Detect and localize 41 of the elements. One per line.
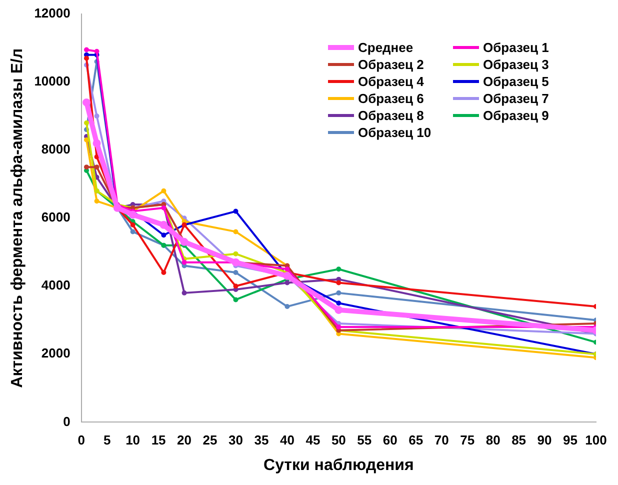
x-tick-label: 0 <box>78 432 85 448</box>
legend-label: Образец 5 <box>483 74 549 89</box>
y-tick-label: 10000 <box>34 74 70 89</box>
x-tick-label: 90 <box>537 432 552 448</box>
x-axis-title: Сутки наблюдения <box>264 456 414 474</box>
x-tick-label: 45 <box>306 432 320 448</box>
x-tick-label: 20 <box>177 432 192 448</box>
x-tick-label: 60 <box>382 432 398 448</box>
x-tick-label: 15 <box>151 432 166 448</box>
legend-label: Образец 8 <box>358 108 424 123</box>
legend-label: Образец 6 <box>358 91 424 106</box>
x-tick-label: 80 <box>486 432 500 448</box>
x-tick-label: 10 <box>126 432 140 448</box>
x-tick-label: 85 <box>512 432 526 448</box>
x-tick-label: 65 <box>408 432 424 448</box>
y-tick-label: 8000 <box>41 142 70 157</box>
x-tick-label: 35 <box>254 432 269 448</box>
x-tick-label: 25 <box>202 432 218 448</box>
x-tick-label: 75 <box>460 432 475 448</box>
legend-label: Образец 10 <box>358 125 432 140</box>
y-axis-title: Активность фермента альфа-амилазы Е/л <box>9 48 26 388</box>
legend-label: Среднее <box>358 40 414 55</box>
x-tick-label: 100 <box>585 432 607 448</box>
x-tick-label: 5 <box>103 432 111 448</box>
legend-label: Образец 9 <box>483 108 549 123</box>
y-tick-label: 4000 <box>41 278 70 293</box>
legend-label: Образец 4 <box>358 74 424 89</box>
legend-label: Образец 7 <box>483 91 549 106</box>
y-tick-label: 6000 <box>41 210 70 225</box>
y-tick-label: 2000 <box>41 346 70 361</box>
x-tick-label: 30 <box>228 432 243 448</box>
y-tick-label: 0 <box>63 414 70 429</box>
legend-label: Образец 1 <box>483 40 549 55</box>
x-tick-label: 95 <box>563 432 578 448</box>
x-tick-label: 55 <box>357 432 372 448</box>
x-tick-label: 50 <box>331 432 346 448</box>
x-tick-label: 40 <box>280 432 294 448</box>
y-tick-label: 12000 <box>34 6 70 21</box>
legend-label: Образец 3 <box>483 57 549 72</box>
legend-label: Образец 2 <box>358 57 424 72</box>
x-tick-label: 70 <box>434 432 449 448</box>
